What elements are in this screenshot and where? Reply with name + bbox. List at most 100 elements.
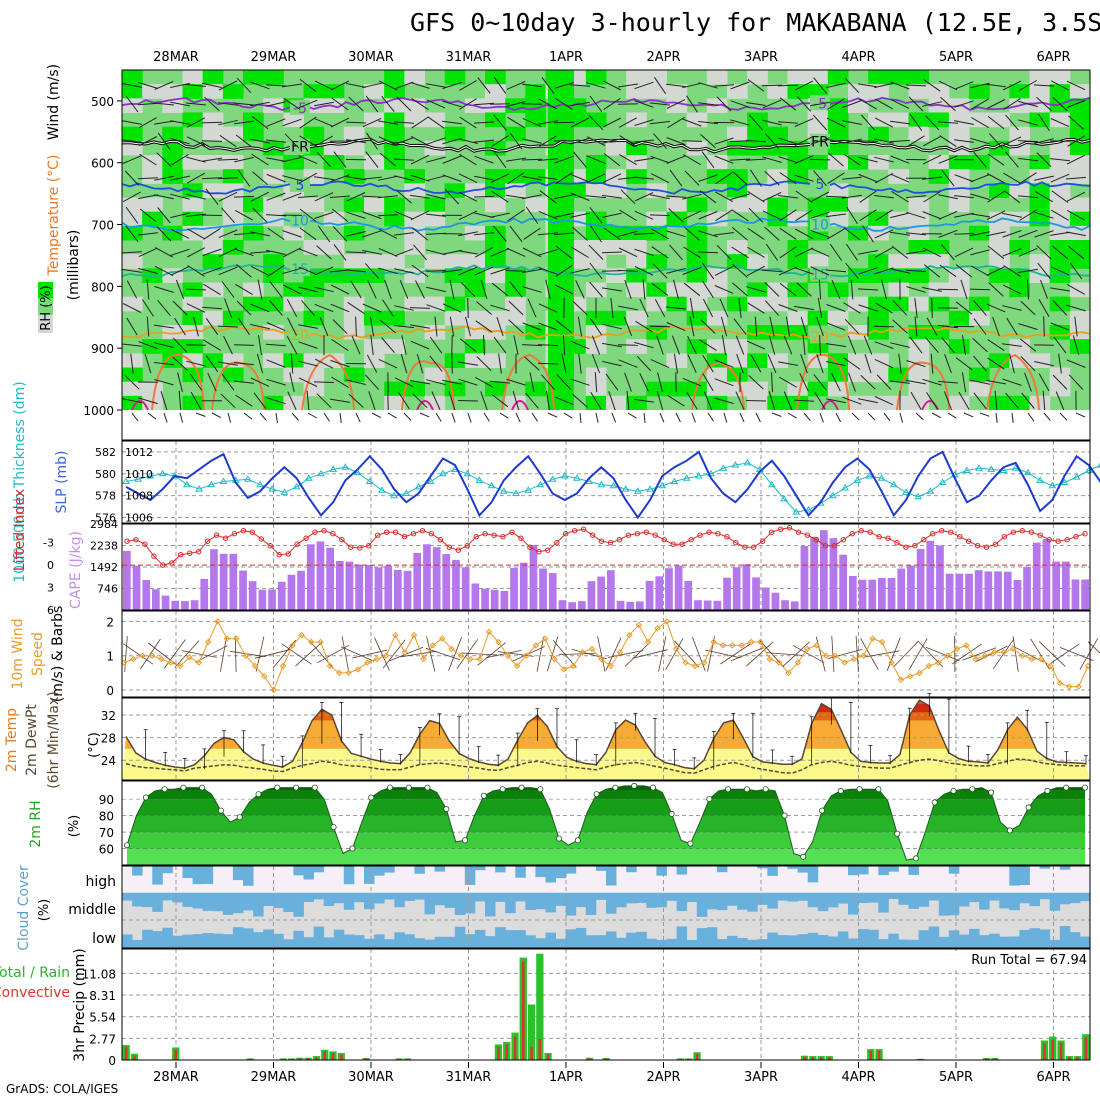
wind-barb [778,137,798,145]
wind-barb [702,354,714,373]
thickness-point [158,469,167,477]
wind-barb [1018,100,1038,108]
wind-barb [348,393,364,408]
wind-barb [369,316,375,337]
rh2m-point [856,786,863,793]
rh-cell [646,254,667,269]
cape-bar [916,548,925,610]
wind-barb [329,195,351,198]
wind-barb [203,339,221,351]
rh-cell [343,254,365,269]
wind-barb [299,208,317,222]
rh-cell [767,84,788,99]
lifted-index-point [1028,529,1035,535]
wind-barb [814,391,826,410]
rh-cell [263,254,284,269]
wind10m-barb [766,652,803,656]
lifted-index-point [178,552,184,558]
wind-barb [875,209,893,222]
cloud-middle-bar [767,893,778,909]
wind-barb [828,152,844,167]
wind-barb [1051,245,1069,260]
precip-convective-bar [828,1056,831,1060]
wind-barb [416,353,424,374]
rh-cell [162,339,183,354]
wind10m-speed-point [916,669,923,677]
wind-barb [937,121,959,124]
wind-barb [719,298,729,318]
wind-barb [905,269,927,272]
wind10m-barb [782,641,810,667]
wind-barb [284,133,300,149]
wind-barb [538,303,558,313]
wind-barb [163,412,168,423]
lifted-index-point [1082,531,1088,537]
wind-barb [960,279,968,300]
wind-barb [539,190,557,204]
wind-barb [362,82,382,89]
wind-barb [861,114,875,131]
wind10m-barb [886,637,901,671]
wind-barb [524,356,540,371]
rh2m-point [499,786,506,793]
wind-barb [738,298,742,318]
cloud-middle-bar [525,893,536,910]
cloud-low-bar [545,932,556,948]
rh-cell [263,395,284,411]
wind-barb [362,249,382,255]
wind-barb [735,391,745,411]
rh-cell [364,254,385,269]
cape-bar [587,581,596,610]
wind-barb [987,153,1005,166]
wind-barb [157,207,171,224]
wind-barb [698,211,718,220]
cloud-middle-bar [1069,893,1081,904]
wind-barb [603,153,621,167]
wind-barb [172,356,188,371]
rh-cell [807,353,829,368]
wind-barb [1036,152,1052,168]
cloud-low-bar [1049,939,1061,948]
rh-cell [202,240,224,255]
rh-cell [606,240,627,255]
cloud-middle-bar [686,893,698,902]
rh-cell [686,225,708,241]
wind10m-speed-point [1037,655,1045,663]
rh-cell [827,155,849,170]
precip-convective-bar [1043,1043,1046,1060]
cloud-middle-bar [706,893,718,910]
cape-bar [1052,561,1060,610]
wind-barb [537,158,559,161]
wind-barb [345,269,367,273]
wind-barb [538,267,558,275]
rh2m-point [668,810,675,817]
wind-barb [810,211,830,219]
cape-axis-label: CAPE (J/kg) [68,531,84,609]
wind-barb [314,118,334,127]
cape-bar [636,601,644,610]
rh-cell [364,84,385,99]
wind-barb [266,157,286,162]
wind-barb [235,209,253,221]
thickness-point [902,488,910,495]
wind-barb [761,269,783,273]
rh-cell [485,70,506,85]
wind-barb [602,212,622,218]
rh-cell [908,197,930,213]
cloud-low-bar [424,939,435,948]
rh2m-point [894,830,901,837]
rh-cell [384,70,405,85]
wind-barb [314,80,334,91]
rh-cell [343,310,365,326]
cape-bar [800,546,809,610]
wind-barb [874,156,894,163]
cloud-low-bar [817,935,829,948]
wind10m-speed-point [1075,683,1082,690]
lifted-index-point [822,543,829,549]
cape-bar [529,544,538,610]
wind-barb [594,372,598,393]
rh-cell [989,268,1010,283]
precip-total-bar [527,1004,536,1060]
wind-barb [426,99,446,109]
wind-barb [941,244,955,261]
